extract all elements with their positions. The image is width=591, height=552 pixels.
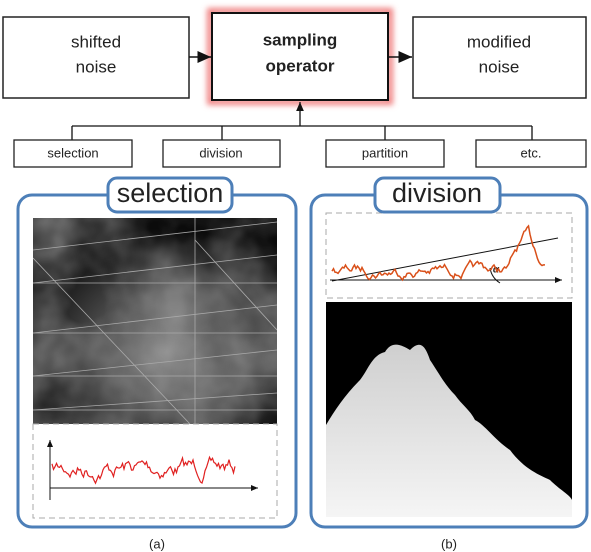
operator-label: operator bbox=[266, 56, 335, 75]
operator-label: sampling bbox=[263, 30, 338, 49]
connectors bbox=[72, 102, 532, 140]
noise-texture bbox=[33, 218, 277, 424]
output-label: noise bbox=[479, 57, 520, 76]
method-label: selection bbox=[47, 145, 98, 160]
panel-title: selection bbox=[117, 178, 224, 208]
method-boxes bbox=[14, 140, 586, 167]
panel-title: division bbox=[392, 178, 482, 208]
method-label: etc. bbox=[521, 145, 542, 160]
caption: (b) bbox=[441, 536, 457, 551]
input-label: noise bbox=[76, 57, 117, 76]
caption: (a) bbox=[149, 536, 165, 551]
method-label: partition bbox=[362, 145, 408, 160]
method-label: division bbox=[199, 145, 242, 160]
input-label: shifted bbox=[71, 32, 121, 51]
diagram: shifted noise sampling operator modified… bbox=[0, 0, 591, 552]
output-label: modified bbox=[467, 32, 531, 51]
